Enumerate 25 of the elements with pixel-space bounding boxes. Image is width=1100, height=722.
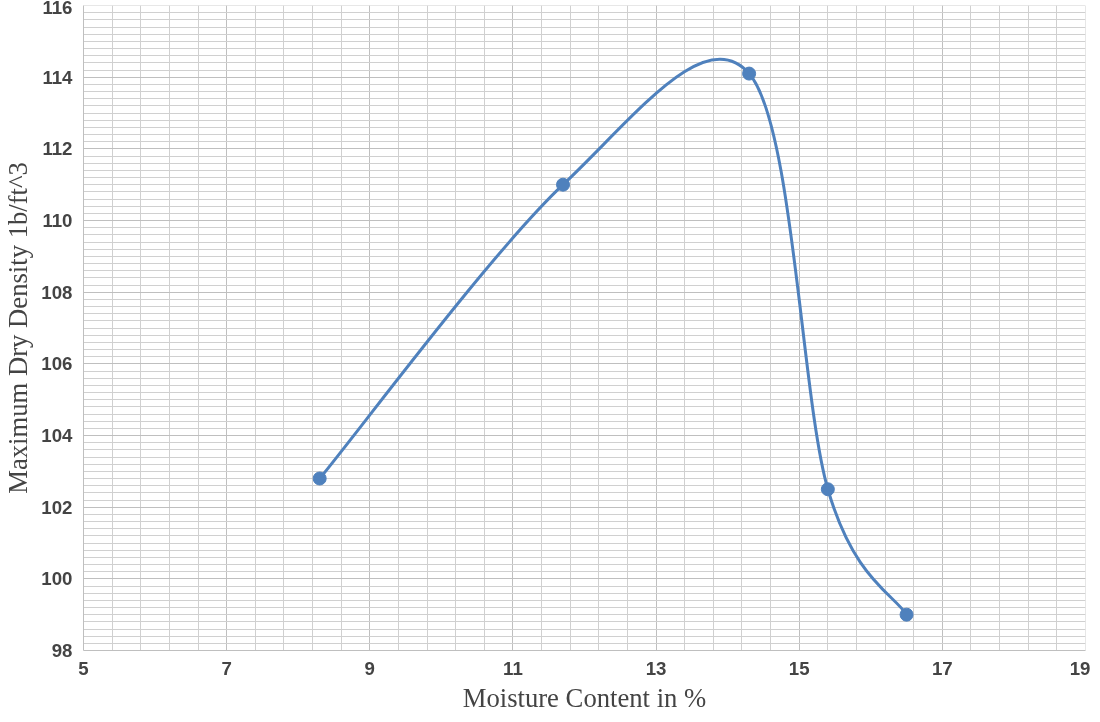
x-tick-label: 17 [931, 657, 953, 679]
x-tick-label: 13 [645, 657, 667, 679]
y-tick-label: 106 [41, 353, 73, 375]
y-tick-label: 112 [42, 138, 73, 160]
y-tick-label: 116 [42, 0, 73, 18]
y-tick-label: 108 [41, 281, 73, 303]
y-tick-label: 104 [41, 425, 74, 446]
x-tick-label: 9 [364, 657, 375, 679]
point [556, 177, 571, 192]
x-axis-title: Moisture Content in % [462, 682, 707, 713]
y-axis-title: Maximum Dry Density 1b/ft^3 [3, 162, 34, 494]
y-tick-label: 100 [41, 568, 73, 590]
point [899, 607, 914, 622]
y-tick-label: 114 [42, 66, 74, 88]
x-tick-label: 19 [1069, 657, 1091, 679]
x-tick-label: 5 [78, 657, 89, 679]
y-tick-label: 110 [42, 210, 73, 231]
x-tick-label: 11 [503, 657, 523, 679]
y-tick-label: 98 [51, 640, 73, 661]
point [820, 482, 835, 497]
y-tick-label: 102 [41, 496, 73, 518]
x-tick-label: 7 [221, 657, 232, 679]
x-tick-label: 15 [788, 657, 810, 679]
point [312, 471, 327, 486]
point [742, 66, 757, 81]
